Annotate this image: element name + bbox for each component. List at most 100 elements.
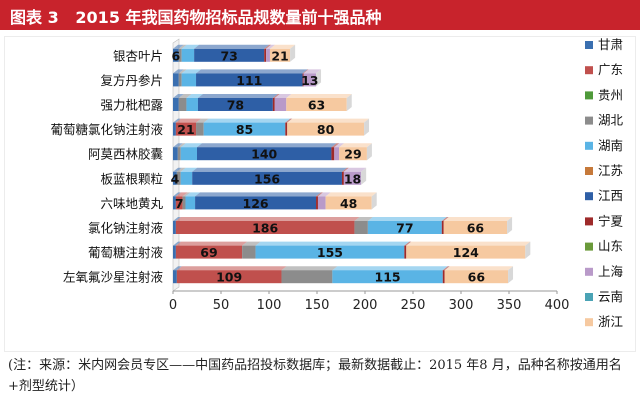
bar-end-cap <box>371 192 377 210</box>
bar-segment-top <box>255 241 410 246</box>
bar-segment-top <box>442 266 450 271</box>
bar-end-cap <box>525 241 531 259</box>
bar-end-cap <box>361 167 367 185</box>
bar-end-cap <box>508 266 514 284</box>
data-label: 48 <box>340 196 357 211</box>
bar-segment-top <box>173 69 184 74</box>
bar-segment <box>185 196 196 210</box>
category-label: 左氧氟沙星注射液 <box>63 270 164 285</box>
bar-segment <box>173 221 176 234</box>
data-label: 124 <box>453 245 479 260</box>
data-label: 73 <box>220 48 237 63</box>
bar-segment <box>354 221 368 234</box>
bar-segment <box>242 245 256 259</box>
bar-segment-top <box>325 192 377 197</box>
bar-segment-top <box>178 44 187 49</box>
bar-segment-top <box>186 94 203 98</box>
bar-segment <box>266 48 270 62</box>
bar-segment <box>180 147 197 161</box>
data-label: 66 <box>468 270 486 285</box>
bar-segment-top <box>303 69 322 74</box>
bar-segment-top <box>443 217 513 221</box>
bar-segment-top <box>173 167 182 172</box>
figure-title: 图表 3 2015 年我国药物招标品规数量前十强品种 <box>10 8 382 27</box>
bar-segment-top <box>266 44 275 49</box>
bar-segment-top <box>176 167 186 172</box>
bar-segment-top <box>173 192 181 197</box>
bar-segment <box>287 122 365 136</box>
bar-segment-top <box>269 44 296 49</box>
data-label: 21 <box>177 122 194 137</box>
bar-segment <box>367 221 442 234</box>
bar-segment <box>173 48 179 62</box>
bar-segment-top <box>197 94 278 98</box>
legend-label: 山东 <box>598 239 623 254</box>
bar-segment-top <box>332 266 448 271</box>
bar-segment-top <box>178 94 192 98</box>
data-label: 140 <box>251 147 277 162</box>
bar-segment-top <box>203 118 291 123</box>
data-label: 156 <box>254 171 280 186</box>
bar-segment-top <box>242 241 261 246</box>
bar-segment <box>180 171 193 185</box>
bar-end-cap <box>507 217 513 234</box>
bar-segment-top <box>177 143 186 148</box>
data-label: 77 <box>396 221 413 236</box>
bar-segment <box>325 196 372 210</box>
bar-segment <box>195 196 317 210</box>
legend-swatch <box>585 116 593 125</box>
bar-segment-top <box>354 217 373 221</box>
bar-segment <box>178 98 187 111</box>
bar-segment <box>175 245 243 259</box>
bar-segment-top <box>173 217 181 221</box>
category-label: 复方丹参片 <box>100 73 163 88</box>
bar-segment <box>176 270 282 284</box>
data-label: 115 <box>375 270 401 285</box>
data-label: 4 <box>171 171 180 186</box>
bar-segment <box>281 270 333 284</box>
category-label: 银杏叶片 <box>113 48 163 63</box>
bar-segment <box>406 245 526 259</box>
bar-segment <box>317 196 326 210</box>
data-label: 7 <box>175 196 184 211</box>
bar-segment <box>173 98 179 111</box>
bar-segment-top <box>181 69 202 74</box>
data-label: 13 <box>301 73 318 88</box>
legend-label: 甘肃 <box>598 37 623 52</box>
legend-label: 贵州 <box>598 87 623 102</box>
legend-label: 云南 <box>598 289 623 304</box>
bar-segment <box>269 48 291 62</box>
data-label: 29 <box>344 147 361 162</box>
bar-segment-top <box>176 266 287 271</box>
data-label: 155 <box>317 245 343 260</box>
bar-segment-top <box>173 118 181 123</box>
x-tick-label: 250 <box>401 298 426 313</box>
bar-segment <box>442 270 445 284</box>
bar-segment <box>175 196 183 210</box>
bar-segment <box>197 98 273 111</box>
bar-end-cap <box>316 69 322 87</box>
bar-segment <box>264 48 267 62</box>
bar-segment-top <box>281 266 338 271</box>
bar-end-cap <box>364 118 370 136</box>
bar-segment-top <box>182 192 191 197</box>
category-label: 板蓝根颗粒 <box>100 171 163 186</box>
data-label: 6 <box>172 48 181 63</box>
bar-segment <box>444 270 509 284</box>
data-label: 78 <box>227 98 244 113</box>
data-label: 186 <box>252 221 278 236</box>
x-tick-label: 200 <box>353 298 378 313</box>
bar-segment-top <box>173 241 181 246</box>
bar-segment <box>192 171 342 185</box>
bar-segment <box>175 122 197 136</box>
legend-swatch <box>585 318 593 327</box>
legend-swatch <box>585 141 593 150</box>
bar-segment <box>303 73 317 87</box>
bar-segment-top <box>194 44 270 49</box>
bar-segment <box>173 73 179 87</box>
data-label: 109 <box>216 270 242 285</box>
bar-segment-top <box>285 118 293 123</box>
x-tick-label: 0 <box>169 298 177 313</box>
figure-title-banner: 图表 3 2015 年我国药物招标品规数量前十强品种 <box>0 0 640 30</box>
legend-swatch <box>585 217 593 226</box>
